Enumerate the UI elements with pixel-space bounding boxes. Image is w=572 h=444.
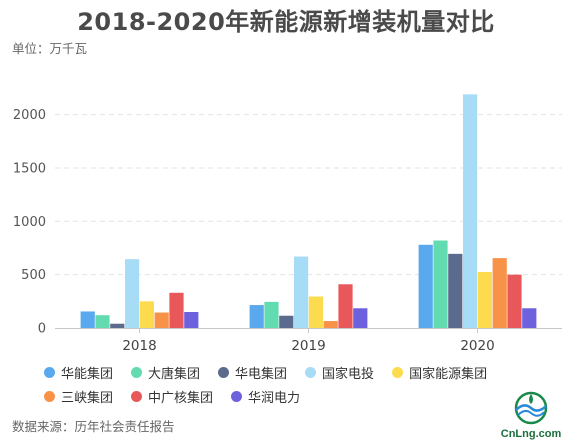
bar-2019-0 — [249, 305, 264, 328]
legend-swatch — [231, 390, 243, 402]
bar-2019-1 — [264, 301, 279, 328]
bar-2019-6 — [338, 284, 353, 328]
y-tick-label: 1500 — [13, 161, 46, 176]
bar-2018-4 — [139, 301, 154, 328]
bar-2020-4 — [477, 271, 492, 328]
bar-2020-0 — [418, 244, 433, 328]
legend-label: 华能集团 — [61, 366, 114, 382]
bar-2018-7 — [184, 311, 199, 328]
legend-swatch — [305, 366, 317, 378]
legend-swatch — [44, 366, 55, 378]
y-tick-label: 2000 — [13, 108, 46, 123]
legend-label: 华润电力 — [248, 390, 301, 406]
legend-label: 华电集团 — [235, 366, 288, 382]
x-tick-label: 2020 — [460, 338, 494, 354]
chart-title: 2018-2020年新能源新增装机量对比 — [77, 8, 495, 36]
legend-swatch — [218, 366, 230, 378]
y-tick-label: 500 — [21, 268, 46, 283]
logo-text: CnLng.com — [501, 428, 562, 440]
legend: 华能集团 大唐集团 华电集团 国家电投 国家能源集团三峡集团 中广核集团 华润电力 — [44, 363, 544, 406]
bar-2018-3 — [125, 259, 140, 328]
unit-label: 单位：万千瓦 — [12, 41, 88, 56]
legend-label: 国家电投 — [322, 366, 375, 382]
legend-item[interactable]: 大唐集团 — [131, 363, 201, 382]
legend-item[interactable]: 三峡集团 — [44, 387, 114, 406]
bar-2020-2 — [448, 253, 463, 328]
bar-2020-3 — [463, 94, 478, 329]
legend-swatch — [392, 366, 404, 378]
bar-2019-3 — [294, 256, 309, 328]
bar-2019-4 — [308, 296, 323, 328]
bar-chart: 0 500 1000 1500 2000 2018 2019 2020 — [13, 94, 562, 354]
legend-swatch — [131, 390, 143, 402]
legend-label: 三峡集团 — [61, 390, 114, 406]
source-label: 数据来源：历年社会责任报告 — [12, 419, 175, 434]
legend-label: 大唐集团 — [148, 366, 201, 382]
legend-item[interactable]: 华电集团 — [218, 363, 288, 382]
bar-2018-0 — [80, 311, 95, 328]
bar-2020-7 — [522, 308, 537, 328]
bar-2018-2 — [110, 323, 125, 328]
legend-swatch — [131, 366, 143, 378]
bar-2020-5 — [492, 258, 507, 328]
bar-2019-2 — [279, 315, 294, 328]
y-tick-label: 1000 — [13, 215, 46, 230]
bar-2019-5 — [323, 321, 338, 328]
bar-2019-7 — [353, 308, 368, 328]
bars — [80, 94, 537, 329]
x-tick-label: 2019 — [291, 338, 325, 354]
bar-2020-6 — [507, 274, 522, 328]
legend-swatch — [44, 390, 55, 402]
legend-item[interactable]: 国家能源集团 — [392, 363, 488, 382]
bar-2018-5 — [154, 312, 169, 328]
grid-lines — [55, 114, 562, 276]
bar-2018-1 — [95, 315, 110, 328]
axes: 0 500 1000 1500 2000 2018 2019 2020 — [13, 108, 562, 354]
cnlng-logo: CnLng.com — [501, 391, 562, 440]
legend-label: 中广核集团 — [148, 390, 214, 406]
legend-label: 国家能源集团 — [409, 366, 488, 382]
x-tick-label: 2018 — [122, 338, 156, 354]
y-tick-label: 0 — [38, 322, 46, 337]
bar-2020-1 — [433, 240, 448, 328]
legend-item[interactable]: 华能集团 — [44, 363, 114, 382]
bar-2018-6 — [169, 292, 184, 328]
legend-item[interactable]: 华润电力 — [231, 387, 301, 406]
legend-item[interactable]: 国家电投 — [305, 363, 375, 382]
legend-item[interactable]: 中广核集团 — [131, 387, 214, 406]
